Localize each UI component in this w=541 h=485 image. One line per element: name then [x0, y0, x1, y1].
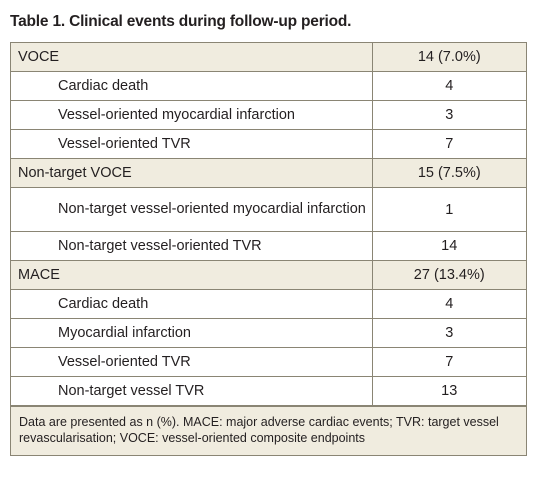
- row-value: 27 (13.4%): [371, 260, 526, 290]
- row-label: Vessel-oriented TVR: [11, 129, 373, 159]
- table-row: Non-target VOCE 15 (7.5%): [11, 158, 526, 188]
- row-label: Non-target vessel TVR: [11, 376, 373, 406]
- table-row: MACE 27 (13.4%): [11, 260, 526, 290]
- row-label: Non-target vessel-oriented myocardial in…: [11, 187, 373, 232]
- table-row: Myocardial infarction 3: [11, 318, 526, 348]
- table-row: Non-target vessel-oriented myocardial in…: [11, 187, 526, 232]
- table-row: Non-target vessel TVR 13: [11, 376, 526, 406]
- row-label: VOCE: [11, 43, 373, 72]
- table-row: Vessel-oriented TVR 7: [11, 129, 526, 159]
- table-row: Cardiac death 4: [11, 71, 526, 101]
- row-label: Cardiac death: [11, 71, 373, 101]
- row-value: 1: [371, 187, 526, 232]
- row-label: Cardiac death: [11, 289, 373, 319]
- table-title: Table 1. Clinical events during follow-u…: [10, 13, 352, 30]
- table-row: Cardiac death 4: [11, 289, 526, 319]
- row-value: 7: [371, 347, 526, 377]
- table-row: Vessel-oriented TVR 7: [11, 347, 526, 377]
- row-value: 3: [371, 318, 526, 348]
- clinical-events-table: VOCE 14 (7.0%) Cardiac death 4 Vessel-or…: [10, 42, 527, 456]
- row-value: 4: [371, 289, 526, 319]
- row-label: Vessel-oriented TVR: [11, 347, 373, 377]
- table-row: Vessel-oriented myocardial infarction 3: [11, 100, 526, 130]
- table-row: Non-target vessel-oriented TVR 14: [11, 231, 526, 261]
- table-row: VOCE 14 (7.0%): [11, 43, 526, 72]
- row-value: 13: [371, 376, 526, 406]
- row-value: 14: [371, 231, 526, 261]
- row-value: 15 (7.5%): [371, 158, 526, 188]
- row-label: Non-target VOCE: [11, 158, 373, 188]
- table-footnote: Data are presented as n (%). MACE: major…: [11, 406, 526, 455]
- row-label: Non-target vessel-oriented TVR: [11, 231, 373, 261]
- row-value: 14 (7.0%): [371, 43, 526, 72]
- row-value: 4: [371, 71, 526, 101]
- row-label: Vessel-oriented myocardial infarction: [11, 100, 373, 130]
- row-value: 7: [371, 129, 526, 159]
- row-value: 3: [371, 100, 526, 130]
- row-label: MACE: [11, 260, 373, 290]
- row-label: Myocardial infarction: [11, 318, 373, 348]
